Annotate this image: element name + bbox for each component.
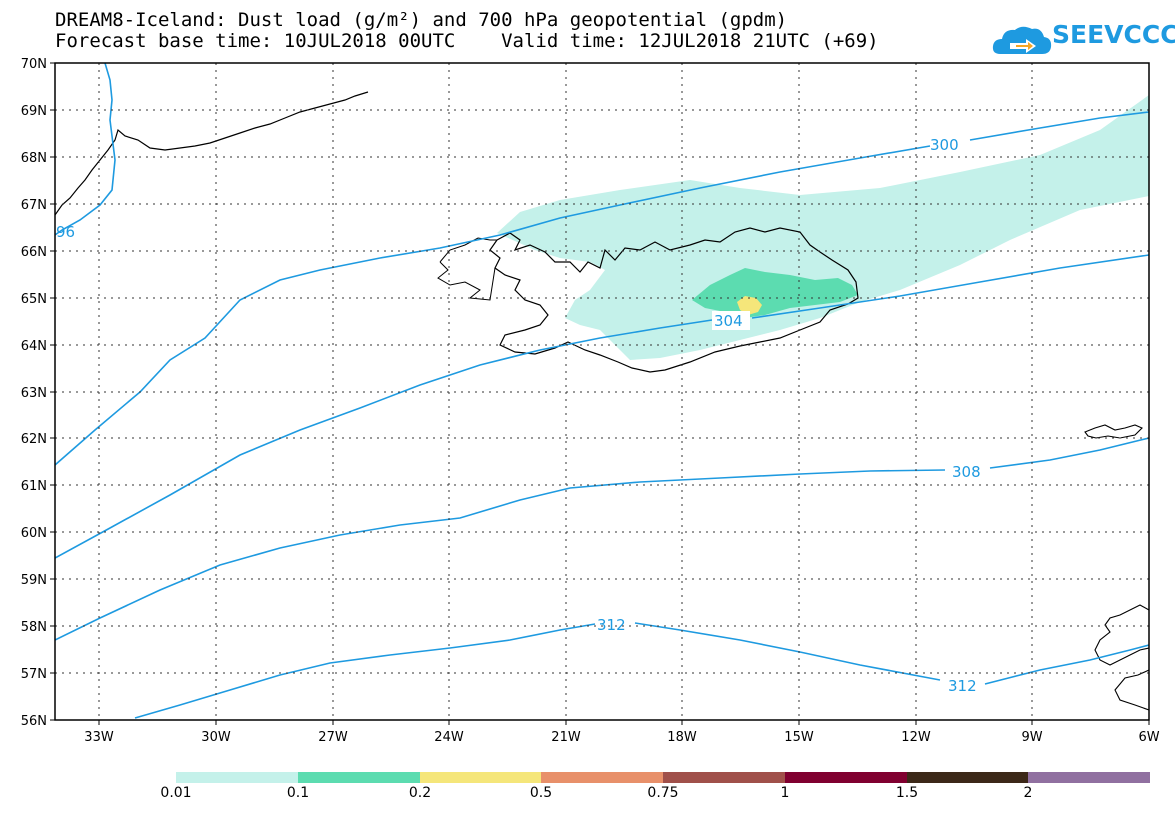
lon-label: 27W	[318, 730, 348, 745]
legend-label: 0.2	[408, 785, 432, 801]
lat-label: 66N	[21, 245, 47, 260]
legend-swatch	[784, 772, 907, 783]
legend-swatch	[1028, 772, 1150, 783]
legend-label: 0.5	[529, 785, 553, 801]
lat-label: 68N	[21, 151, 47, 166]
lat-label: 69N	[21, 104, 47, 119]
legend-swatch	[541, 772, 663, 783]
legend-label: 0.75	[647, 785, 679, 801]
dust-area-mid	[692, 268, 858, 318]
lon-label: 15W	[784, 730, 814, 745]
lat-label: 67N	[21, 198, 47, 213]
legend-label: 1.5	[895, 785, 919, 801]
legend-label: 0.1	[286, 785, 310, 801]
contour-label-312-west: 312	[597, 616, 626, 634]
lon-label: 21W	[551, 730, 581, 745]
dust-area-high	[737, 296, 762, 315]
dust-area-low	[497, 95, 1149, 360]
map-title: DREAM8-Iceland: Dust load (g/m²) and 700…	[55, 9, 788, 31]
contour-label-296: 96	[56, 223, 75, 241]
geopotential-contours	[55, 63, 1149, 719]
lat-label: 64N	[21, 339, 47, 354]
contour-304	[55, 254, 1149, 559]
cloud-arrow-icon	[992, 26, 1052, 54]
contour-label-308: 308	[952, 463, 981, 481]
scotland-coastline	[1094, 604, 1149, 711]
contour-312	[134, 622, 1149, 719]
contour-308	[55, 437, 1149, 641]
contour-label-300: 300	[930, 136, 959, 154]
lat-label: 65N	[21, 292, 47, 307]
axis-ticks	[50, 62, 1150, 725]
legend-swatch	[176, 772, 298, 783]
legend-label: 2	[1023, 785, 1033, 801]
lon-label: 30W	[201, 730, 231, 745]
lat-label: 62N	[21, 432, 47, 447]
legend-swatch	[419, 772, 542, 783]
color-legend	[176, 772, 1150, 783]
faroe-islands	[1084, 424, 1143, 439]
map-grid	[55, 63, 1149, 720]
legend-swatch	[663, 772, 785, 783]
map-subtitle: Forecast base time: 10JUL2018 00UTC Vali…	[55, 30, 879, 52]
lon-label: 12W	[901, 730, 931, 745]
contour-label-304: 304	[714, 312, 743, 330]
contour-label-312-east: 312	[948, 677, 977, 695]
contour-300	[55, 111, 1149, 466]
lat-label: 63N	[21, 386, 47, 401]
lat-label: 56N	[21, 714, 47, 729]
lat-label: 59N	[21, 573, 47, 588]
legend-swatch	[297, 772, 420, 783]
lon-label: 9W	[1021, 730, 1042, 745]
lat-label: 70N	[21, 57, 47, 72]
lat-label: 61N	[21, 479, 47, 494]
legend-swatch	[906, 772, 1029, 783]
lat-label: 60N	[21, 526, 47, 541]
iceland-coastline	[489, 227, 859, 373]
contour-296	[55, 63, 116, 236]
lon-label: 33W	[84, 730, 114, 745]
lon-label: 18W	[667, 730, 697, 745]
lat-label: 58N	[21, 620, 47, 635]
legend-label: 1	[780, 785, 790, 801]
lon-label: 6W	[1138, 730, 1159, 745]
logo-text: SEEVCCC	[1052, 20, 1175, 49]
lat-label: 57N	[21, 667, 47, 682]
legend-label: 0.01	[160, 785, 192, 801]
lon-label: 24W	[434, 730, 464, 745]
